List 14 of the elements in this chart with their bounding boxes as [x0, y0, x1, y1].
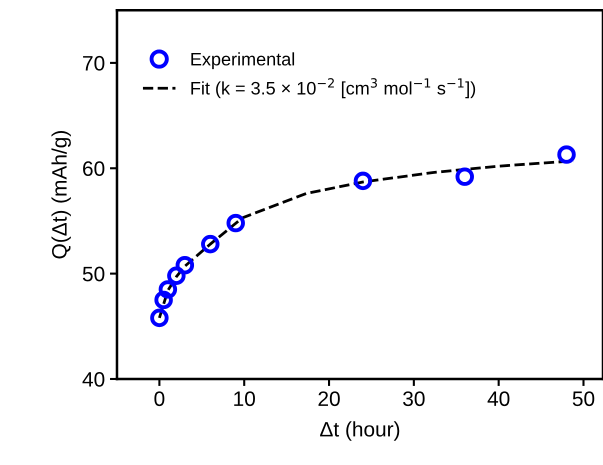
text: Fit (k = 3.5 × 10$^{−2}$ [cm$^{3}$ mol$^{−1}$ s$^{−1}$]) [191, 78, 476, 98]
y-tick-label: 40 [82, 372, 104, 387]
x-tick-label: 20 [318, 391, 340, 406]
x-axis-title: Δt (hour) [320, 421, 400, 441]
legend-label: Experimental [191, 52, 294, 70]
y-tick-label: 50 [82, 266, 104, 282]
x-tick-label: 40 [488, 391, 510, 406]
y-axis-title: Q(Δt) (mAh/g) [51, 131, 71, 258]
y-tick-label: 70 [83, 56, 104, 71]
x-tick-label: 50 [572, 391, 594, 406]
y-tick-label: 60 [83, 161, 104, 176]
x-tick-label: 10 [234, 391, 255, 406]
x-tick-label: 30 [403, 391, 425, 406]
x-tick-label: 0 [154, 391, 164, 406]
